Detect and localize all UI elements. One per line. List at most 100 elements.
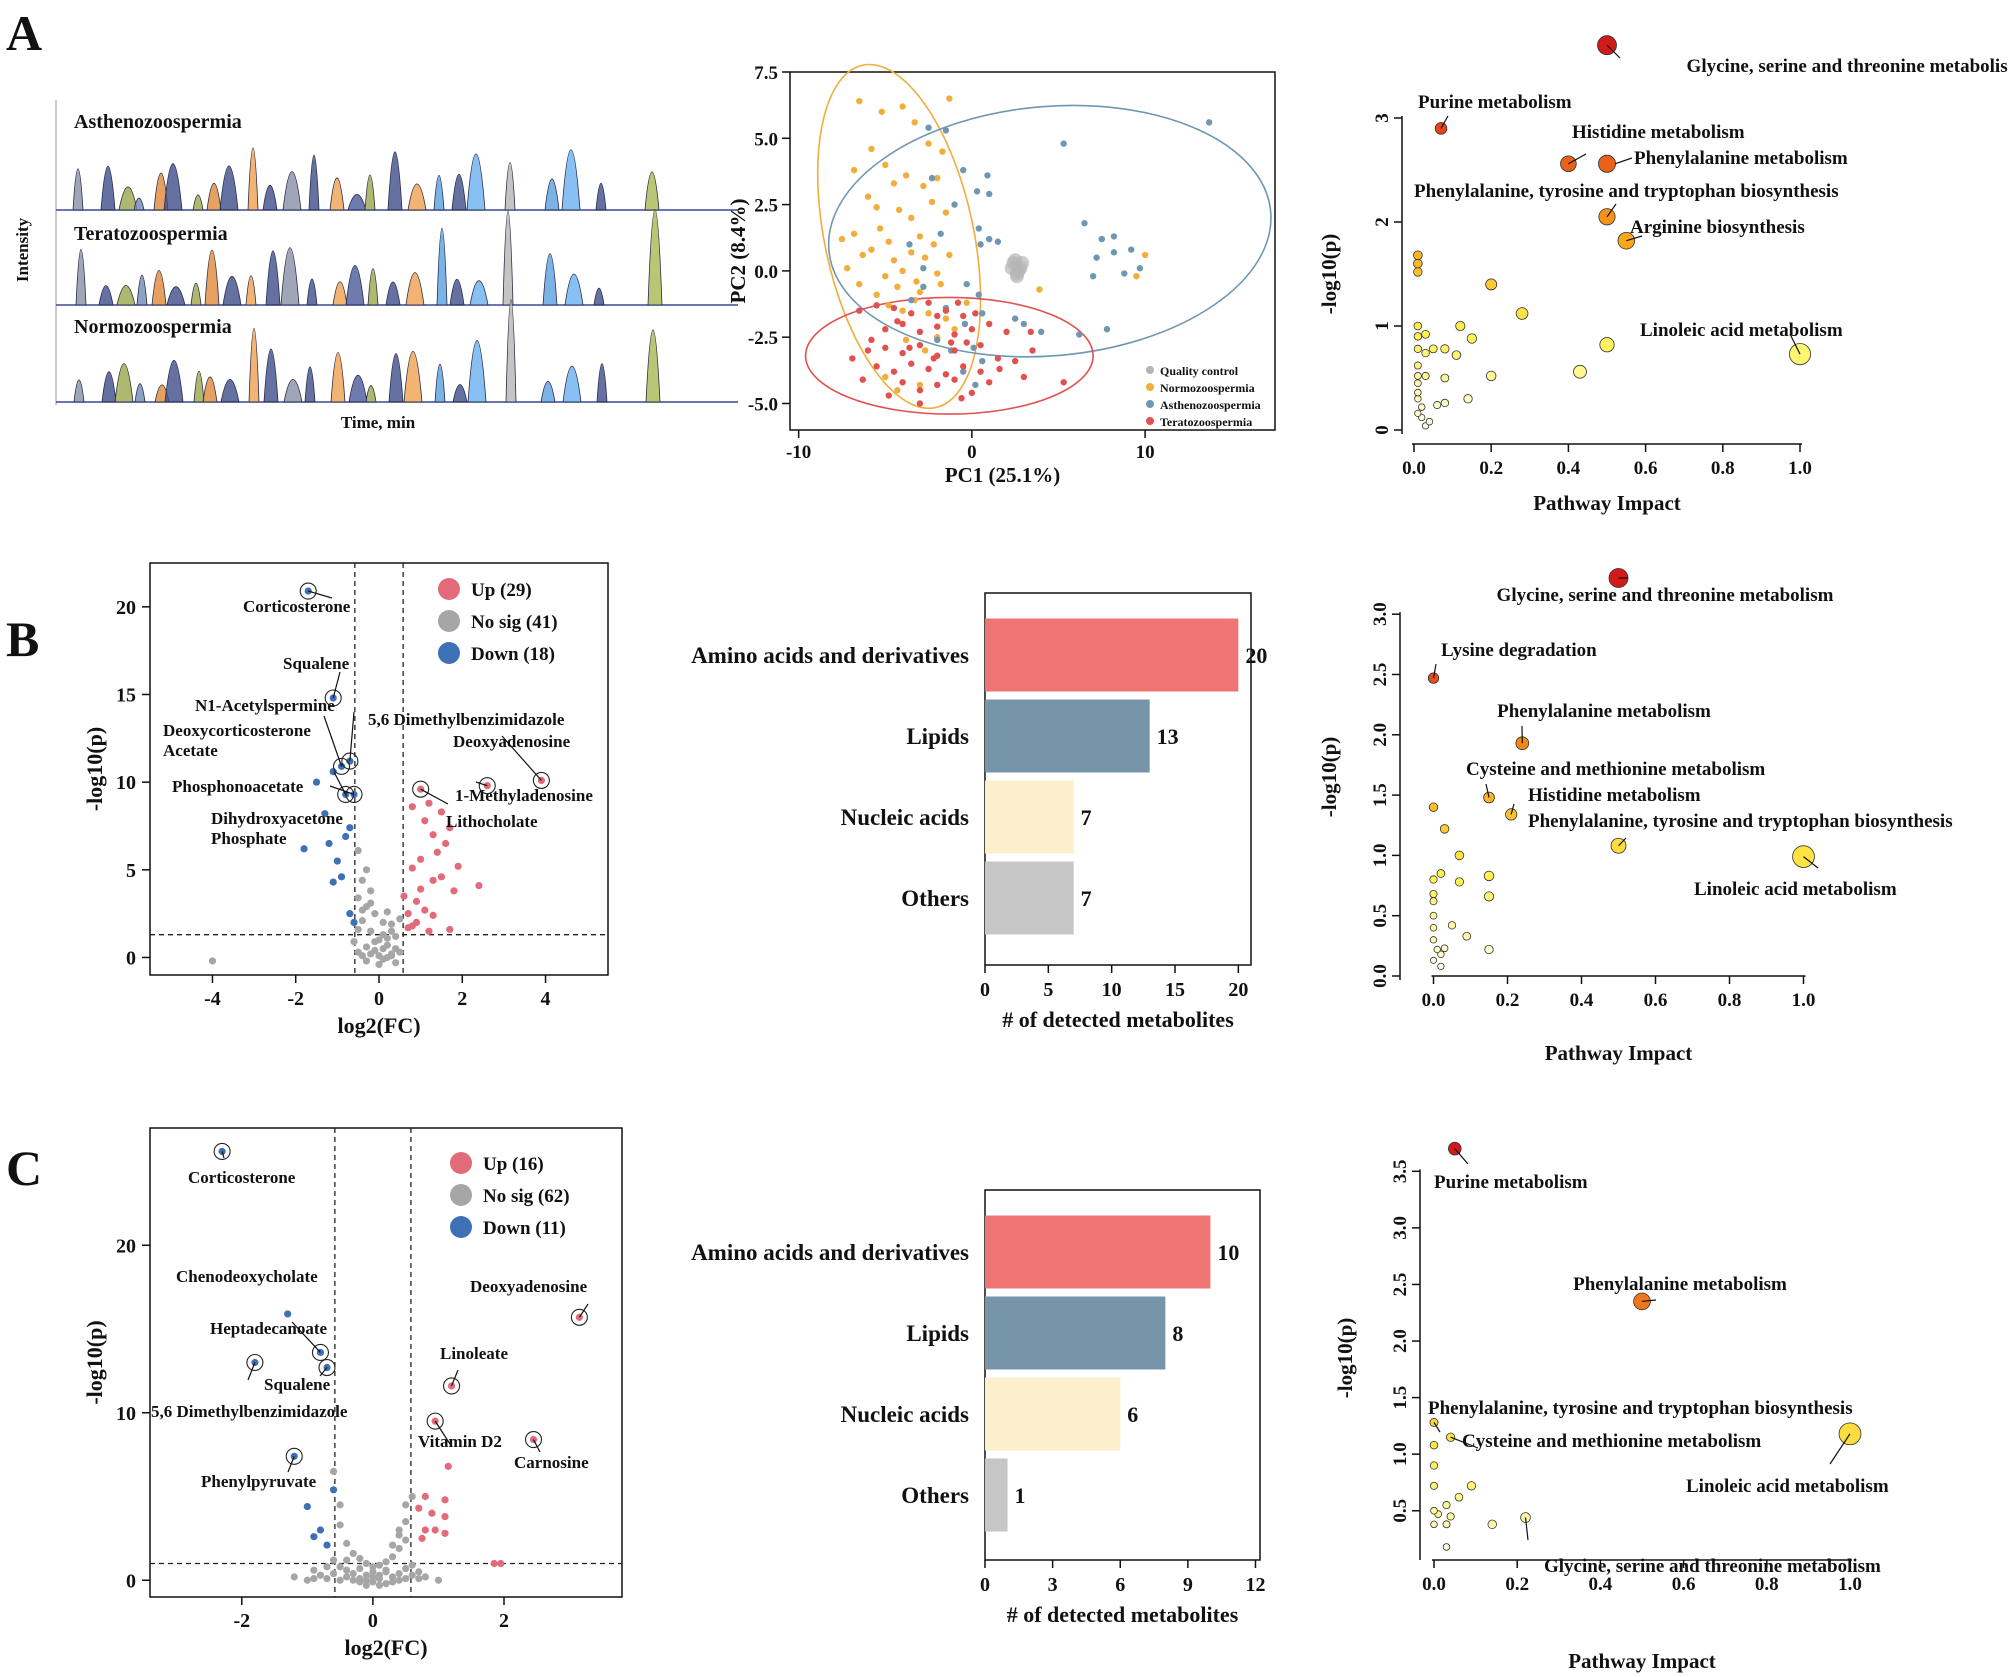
down-point (329, 1486, 338, 1494)
nosig-point (323, 1574, 331, 1583)
chrom-peak (72, 168, 84, 211)
bar-value-label: 6 (1127, 1402, 1138, 1427)
pathway-point (1421, 329, 1430, 339)
confidence-ellipse (804, 296, 1094, 415)
y-tick-label: 2 (1372, 217, 1393, 227)
pca-point (916, 233, 924, 240)
pathway-point (1483, 870, 1495, 882)
label-leader (323, 715, 343, 767)
chrom-peak (385, 281, 401, 306)
down-point (316, 1526, 325, 1534)
y-tick-label: -5.0 (748, 394, 778, 415)
down-point (333, 857, 341, 865)
pca-point (925, 124, 932, 131)
pathway-point (1428, 802, 1439, 812)
panel-letter: A (6, 5, 42, 61)
label-leader (308, 590, 333, 599)
label-leader (291, 1321, 321, 1353)
chrom-peak (116, 285, 136, 306)
pathway-point (1560, 155, 1577, 173)
pca-point (913, 278, 920, 285)
legend-text: Down (18) (471, 644, 555, 665)
pca-point (1060, 140, 1067, 147)
y-tick-label: 0 (126, 947, 136, 969)
category-label: Others (901, 886, 969, 911)
annotation-leader (1626, 235, 1643, 242)
metabolite-label: 5,6 Dimethylbenzimidazole (368, 710, 565, 729)
x-tick-label: 0.0 (1402, 458, 1426, 479)
pca-point (864, 347, 872, 354)
pathway-point (1413, 332, 1423, 341)
pathway-point (1414, 379, 1422, 388)
pathway-annotation: Phenylalanine metabolism (1634, 148, 1848, 169)
metabolite-label: Deoxyadenosine (470, 1277, 588, 1296)
y-tick-label: 20 (116, 1235, 136, 1257)
up-point (441, 1529, 449, 1537)
legend-text: Normozoospermia (1160, 381, 1255, 395)
x-tick-label: 5 (1043, 979, 1053, 1001)
nosig-point (343, 1539, 351, 1547)
y-tick-label: 2.0 (1370, 723, 1391, 747)
annotation-leader (1803, 856, 1819, 869)
highlight-ring (570, 1308, 588, 1326)
up-point (497, 1559, 505, 1568)
annotation-leader (1524, 1517, 1529, 1541)
pca-point (873, 363, 880, 370)
pathway-point (1485, 278, 1498, 291)
down-point (323, 1541, 331, 1549)
nosig-point (343, 1556, 351, 1564)
pca-panel: 7.5 5.0 2.5 0.0 -2.5 -5.0 -10 0 10 PC1 (25.1%) PC2… (726, 63, 1276, 487)
pca-point (994, 238, 1002, 245)
x-tick-label: 9 (1183, 1574, 1193, 1596)
pca-point (899, 379, 906, 386)
nosig-point (336, 1501, 344, 1509)
x-tick-label: 0.8 (1755, 1574, 1779, 1595)
chrom-peak (283, 379, 303, 403)
x-tick-label: 1.0 (1838, 1574, 1862, 1595)
chrom-peak (329, 177, 345, 211)
down-point (284, 1310, 292, 1318)
bar (985, 861, 1074, 935)
x-tick-label: 3 (1048, 1574, 1058, 1596)
legend-marker (1146, 417, 1154, 425)
chrom-peak (306, 278, 318, 306)
x-axis-label: log2(FC) (337, 1013, 420, 1038)
chrom-peak (219, 165, 239, 211)
pca-point (925, 140, 932, 147)
pca-point (946, 95, 953, 102)
pathway-point (1440, 398, 1450, 408)
pathway-point (1413, 361, 1422, 370)
highlight-ring (299, 582, 317, 600)
up-point (421, 906, 429, 914)
nosig-point (387, 950, 396, 958)
y-tick-label: 1.5 (1370, 783, 1391, 807)
pca-point (843, 265, 851, 272)
pca-point (873, 204, 880, 211)
pathway-point (1484, 944, 1494, 955)
annotation-leader (1568, 153, 1587, 165)
bar (985, 1458, 1008, 1532)
nosig-point (375, 1581, 384, 1589)
up-point (441, 1513, 449, 1521)
pathway-annotation: Glycine, serine and threonine metabolism (1687, 56, 2008, 77)
x-axis-label: log2(FC) (344, 1635, 427, 1660)
y-tick-label: 2.5 (1370, 663, 1391, 687)
pathway-point (1421, 371, 1430, 380)
pca-point (916, 400, 924, 407)
pca-point (899, 267, 906, 275)
pathway-annotation: Phenylalanine, tyrosine and tryptophan b… (1528, 811, 1953, 832)
chrom-peak (192, 194, 204, 211)
pca-point (1060, 379, 1067, 386)
nosig-point (382, 1558, 390, 1566)
metabolite-label: Carnosine (514, 1453, 589, 1472)
pca-point (928, 174, 936, 182)
nosig-point (388, 1541, 397, 1549)
metabolite-label: Vitamin D2 (418, 1432, 502, 1451)
pca-point (1036, 286, 1043, 293)
x-tick-label: 2 (457, 988, 467, 1010)
pca-point (899, 349, 906, 357)
up-point (425, 799, 433, 807)
y-axis-label: -log10(p) (82, 1320, 107, 1404)
nosig-point (354, 925, 362, 934)
nosig-point (388, 1553, 397, 1561)
